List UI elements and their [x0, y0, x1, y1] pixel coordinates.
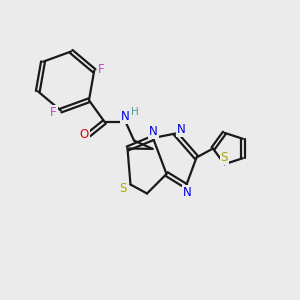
Text: N: N [121, 110, 130, 123]
Text: O: O [80, 128, 89, 141]
Text: N: N [183, 186, 192, 199]
Text: S: S [221, 151, 228, 164]
Text: N: N [149, 125, 158, 138]
Text: S: S [119, 182, 127, 195]
Text: H: H [131, 107, 139, 117]
Text: N: N [177, 123, 186, 136]
Text: F: F [50, 106, 57, 118]
Text: F: F [98, 63, 104, 76]
